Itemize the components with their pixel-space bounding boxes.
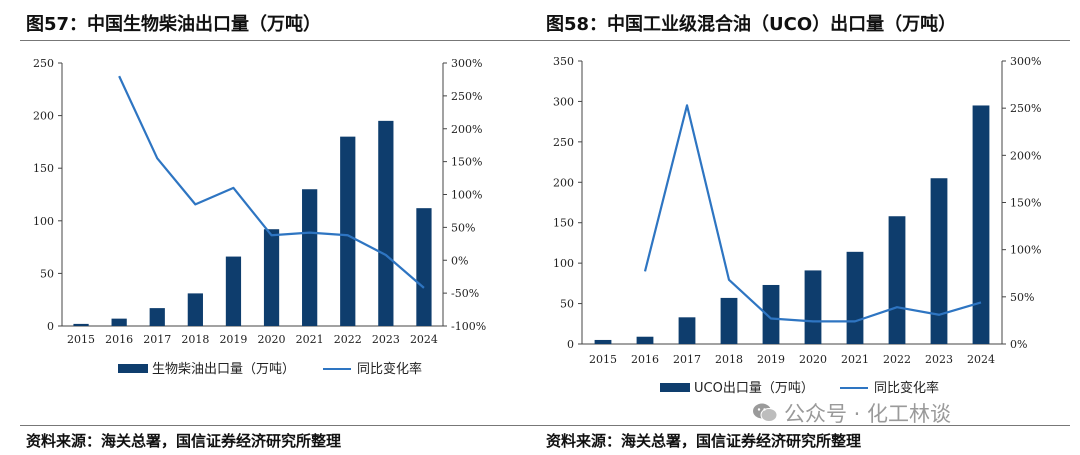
y-right-tick-label: 200% — [451, 123, 482, 136]
x-tick-label: 2021 — [296, 333, 324, 346]
bar-2021 — [846, 251, 864, 344]
bar-2024 — [972, 105, 990, 344]
y-left-tick-label: 200 — [553, 176, 574, 189]
bar-2024 — [416, 208, 432, 326]
y-right-tick-label: 200% — [1010, 149, 1041, 162]
chart-title: 图58：中国工业级混合油（UCO）出口量（万吨） — [546, 14, 957, 35]
x-tick-label: 2016 — [105, 333, 133, 346]
y-right-tick-label: 300% — [451, 57, 482, 70]
y-left-tick-label: 50 — [560, 298, 574, 311]
bar-2020 — [263, 229, 280, 326]
watermark: 公众号 · 化工林谈 — [752, 398, 951, 429]
x-tick-label: 2020 — [258, 333, 286, 346]
legend-bar-label: UCO出口量（万吨） — [694, 381, 814, 396]
source-divider — [540, 425, 1070, 426]
y-left-tick-label: 0 — [567, 338, 574, 351]
x-tick-label: 2015 — [67, 333, 95, 346]
chart-title: 图57：中国生物柴油出口量（万吨） — [26, 14, 322, 35]
y-right-tick-label: 100% — [1010, 244, 1041, 257]
uco-export-chart: 0 50 100 150 200 250 300 350 0% 50% 100% 150% 200% 25… — [553, 55, 1041, 396]
legend-bar-swatch — [660, 383, 690, 392]
y-left-tick-label: 300 — [553, 95, 574, 108]
chart-source: 资料来源：海关总署，国信证券经济研究所整理 — [26, 432, 342, 450]
bar-2016 — [111, 318, 127, 326]
bar-2023 — [378, 120, 394, 326]
x-tick-label: 2016 — [631, 353, 659, 366]
bar-2019 — [762, 284, 780, 344]
bar-2023 — [930, 178, 948, 344]
bar-2020 — [804, 270, 822, 344]
y-right-tick-label: 250% — [451, 90, 482, 103]
y-left-tick-label: 350 — [553, 55, 574, 68]
x-tick-label: 2019 — [219, 333, 247, 346]
y-left-tick-label: 100 — [553, 257, 574, 270]
x-tick-label: 2023 — [925, 353, 953, 366]
bar-2022 — [888, 216, 906, 344]
y-right-tick-label: 0% — [1010, 338, 1027, 351]
bar-2017 — [678, 317, 696, 344]
y-left-tick-label: 150 — [33, 162, 54, 175]
x-tick-label: 2015 — [589, 353, 617, 366]
y-left-tick-label: 250 — [33, 57, 54, 70]
x-tick-label: 2019 — [757, 353, 785, 366]
y-right-tick-label: 50% — [1010, 291, 1034, 304]
chart-panel-58: 图58：中国工业级混合油（UCO）出口量（万吨） 0 50 100 150 200 250… — [540, 0, 1070, 455]
x-tick-label: 2024 — [410, 333, 438, 346]
y-right-tick-label: -100% — [451, 320, 486, 333]
y-right-tick-label: 250% — [1010, 102, 1041, 115]
bar-2018 — [720, 297, 738, 344]
wechat-icon — [752, 402, 778, 429]
bar-2015 — [594, 339, 612, 344]
legend-line-label: 同比变化率 — [874, 380, 939, 396]
x-tick-label: 2023 — [372, 333, 400, 346]
y-left-tick-label: 250 — [553, 136, 574, 149]
y-left-tick-label: 50 — [40, 267, 54, 280]
biodiesel-export-chart: 0 50 100 150 200 250 -100% -50% 0% 50% 100% 150% 200… — [33, 57, 486, 377]
legend-line-label: 同比变化率 — [357, 361, 422, 377]
y-right-tick-label: 150% — [451, 156, 482, 169]
bar-2022 — [340, 136, 356, 326]
legend-bar-swatch — [118, 364, 148, 373]
y-left-tick-label: 100 — [33, 215, 54, 228]
bar-2015 — [73, 323, 89, 326]
chart-panel-57: 图57：中国生物柴油出口量（万吨） 0 50 100 150 200 250 -100% -5… — [20, 0, 550, 455]
y-right-tick-label: 300% — [1010, 55, 1041, 68]
bar-2019 — [225, 256, 242, 326]
x-tick-label: 2018 — [181, 333, 209, 346]
x-tick-label: 2022 — [883, 353, 911, 366]
watermark-text: 公众号 · 化工林谈 — [784, 402, 952, 426]
bar-2018 — [187, 293, 203, 326]
x-tick-label: 2021 — [841, 353, 869, 366]
title-divider — [20, 40, 550, 41]
y-right-tick-label: 0% — [451, 254, 468, 267]
x-tick-label: 2022 — [334, 333, 362, 346]
y-left-tick-label: 150 — [553, 217, 574, 230]
x-tick-label: 2024 — [967, 353, 995, 366]
y-left-tick-label: 0 — [47, 320, 54, 333]
y-right-tick-label: 150% — [1010, 197, 1041, 210]
legend-bar-label: 生物柴油出口量（万吨） — [152, 362, 295, 377]
y-right-tick-label: 50% — [451, 221, 475, 234]
bar-2016 — [636, 336, 654, 344]
bar-2017 — [149, 308, 165, 326]
chart-source: 资料来源：海关总署，国信证券经济研究所整理 — [546, 432, 862, 450]
y-right-tick-label: 100% — [451, 189, 482, 202]
title-divider — [540, 40, 1070, 41]
y-right-tick-label: -50% — [451, 287, 479, 300]
x-tick-label: 2020 — [799, 353, 827, 366]
y-left-tick-label: 200 — [33, 110, 54, 123]
source-divider — [20, 425, 550, 426]
x-tick-label: 2017 — [143, 333, 171, 346]
bar-2021 — [302, 189, 318, 326]
x-tick-label: 2018 — [715, 353, 743, 366]
x-tick-label: 2017 — [673, 353, 701, 366]
